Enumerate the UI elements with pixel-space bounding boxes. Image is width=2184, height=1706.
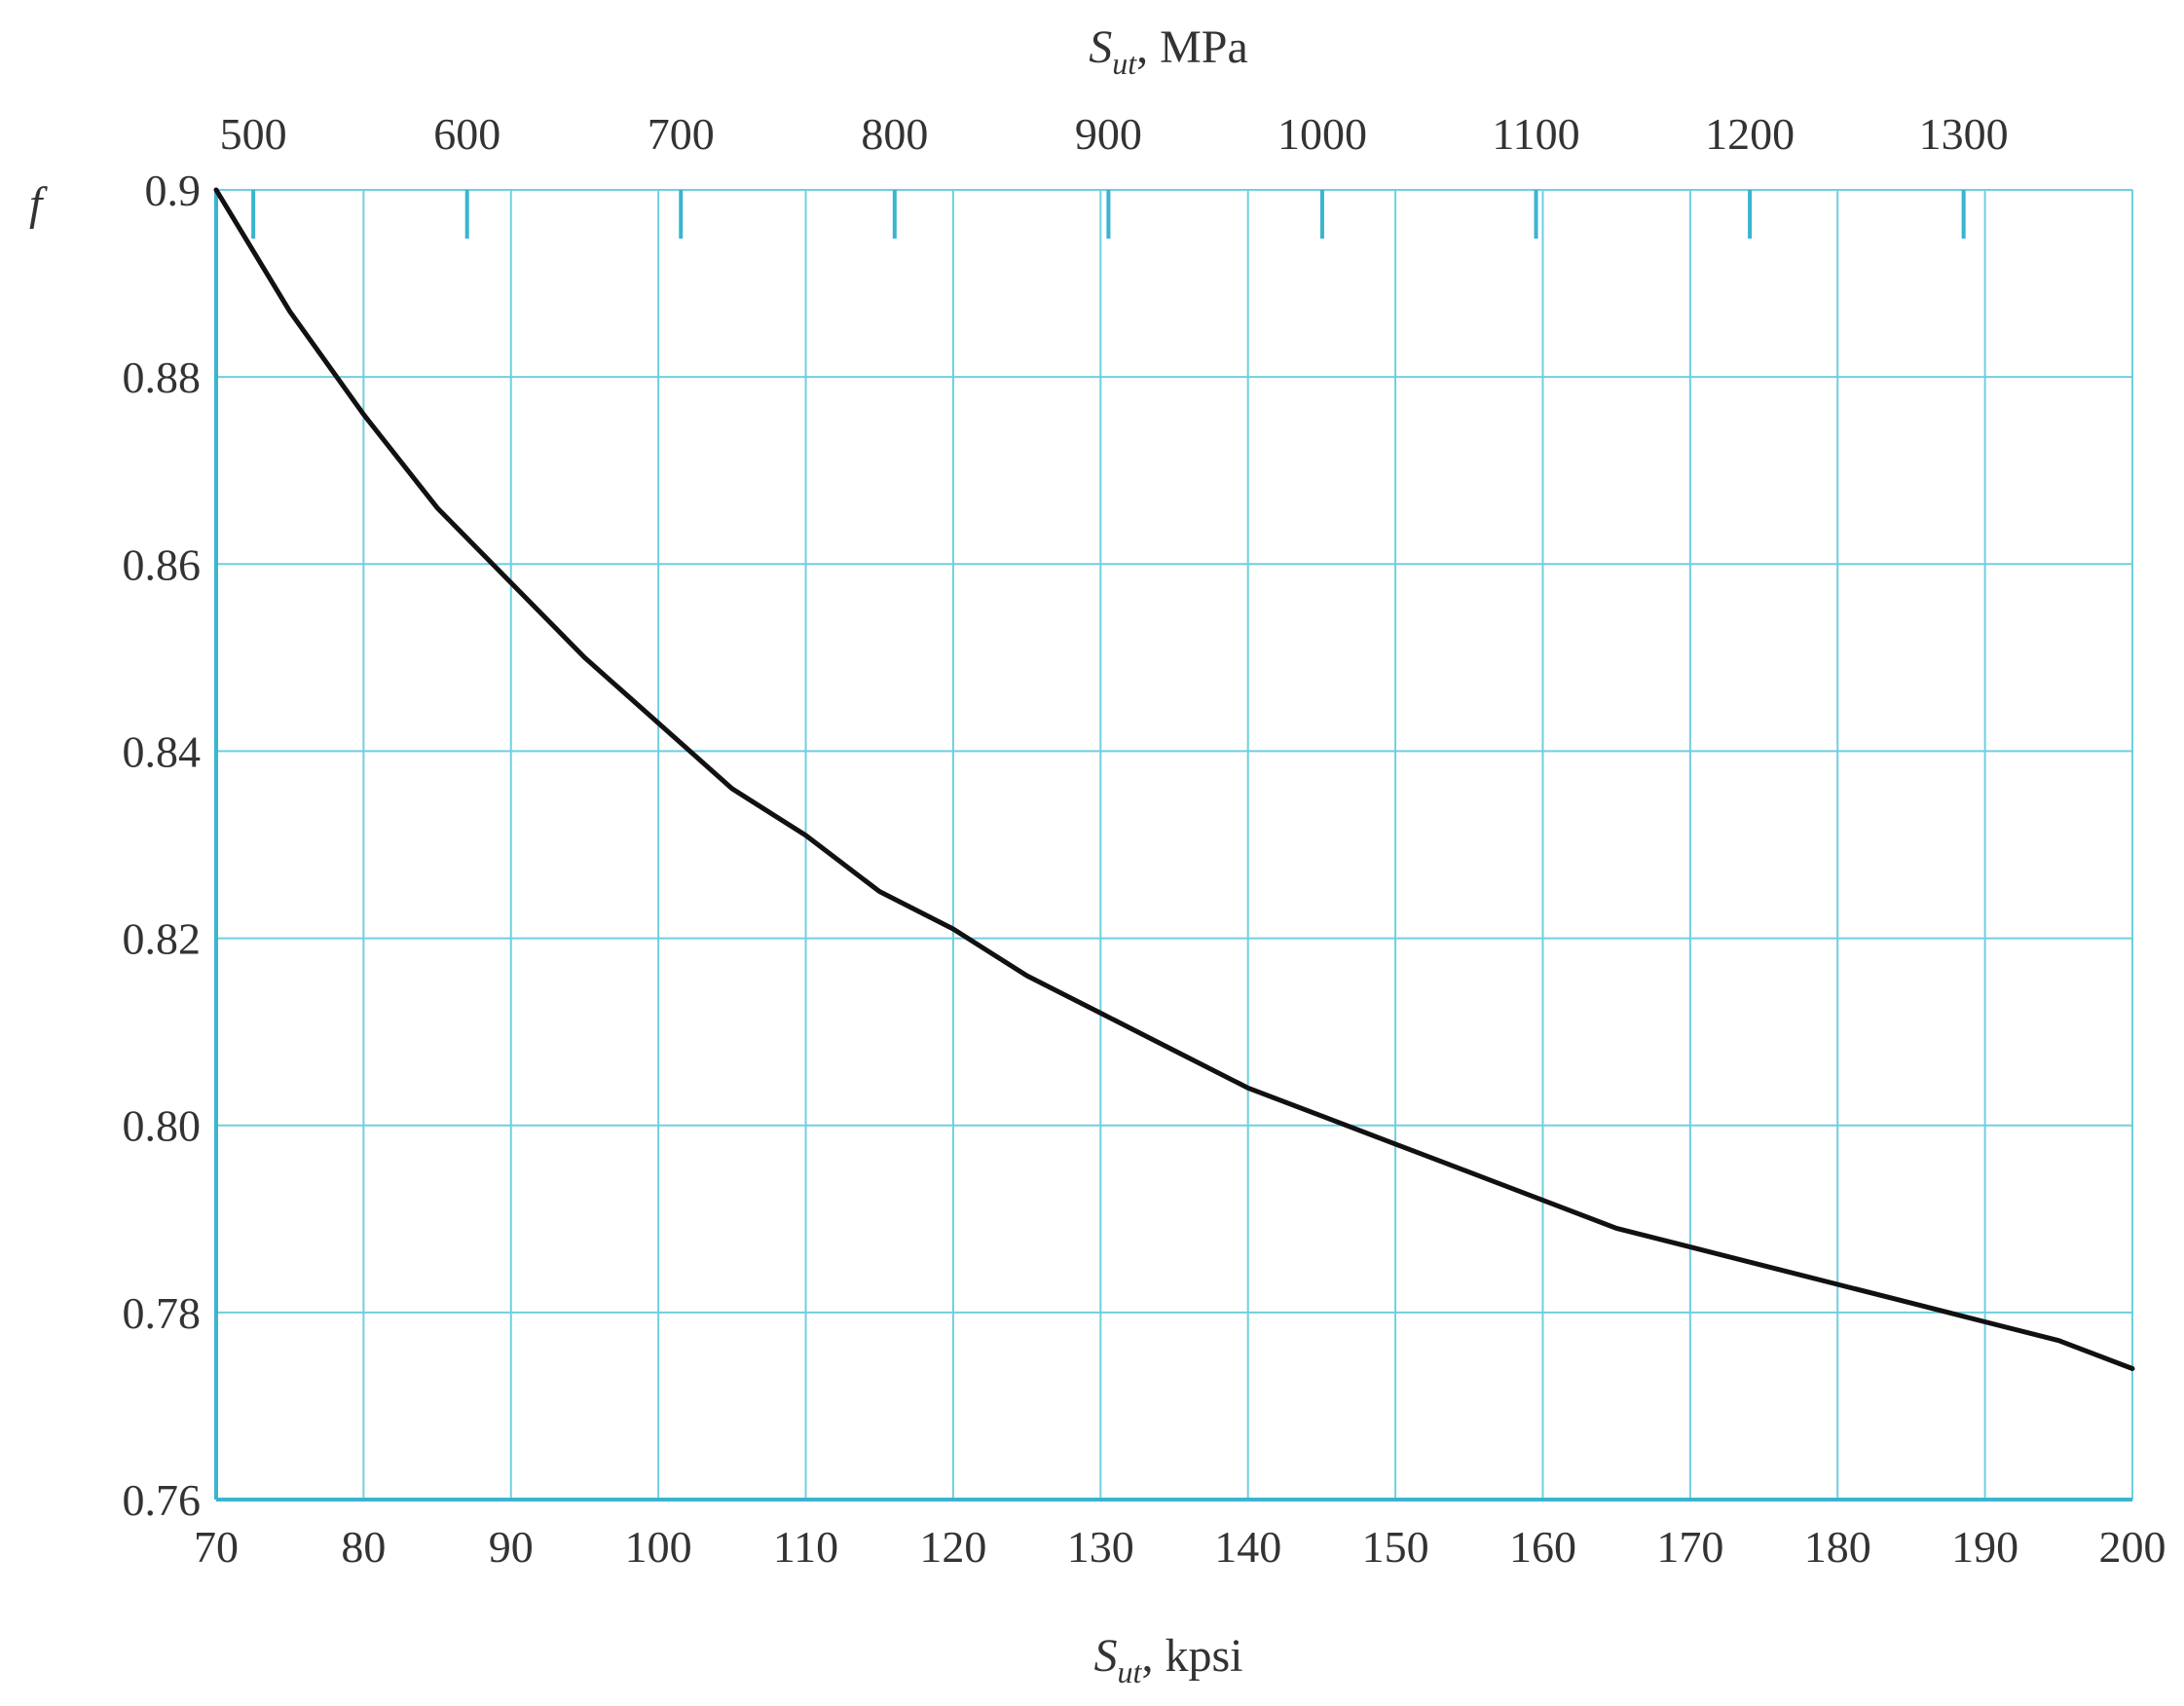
x2-tick-label: 700 [648, 109, 715, 159]
x-axis-label: Sut, kpsi [1094, 1630, 1243, 1689]
y-tick-label: 0.80 [123, 1101, 202, 1151]
x-tick-label: 190 [1951, 1522, 2018, 1572]
x-tick-label: 170 [1656, 1522, 1723, 1572]
y-tick-label: 0.78 [123, 1288, 202, 1338]
x-tick-label: 150 [1362, 1522, 1429, 1572]
y-tick-label: 0.9 [145, 166, 202, 215]
x-tick-label: 90 [489, 1522, 534, 1572]
series-line [213, 187, 2135, 1371]
x-axis-label-unit: , kpsi [1141, 1630, 1242, 1682]
x2-tick-label: 1100 [1492, 109, 1579, 159]
x2-axis-label: Sut, MPa [1089, 21, 1248, 81]
x2-axis-label-symbol: S [1089, 21, 1112, 73]
x-axis-label-subscript: ut [1118, 1654, 1143, 1689]
x2-tick-label: 1300 [1919, 109, 2009, 159]
grid [215, 189, 2133, 1501]
y-tick-label: 0.76 [123, 1475, 202, 1525]
x2-tick-label: 900 [1075, 109, 1142, 159]
tick-labels: 70 80 90 100 110 120 130 140 150 160 170 180 190 200 0… [123, 109, 2166, 1572]
x-tick-label: 110 [773, 1522, 838, 1572]
x-tick-label: 100 [625, 1522, 692, 1572]
y-tick-label: 0.84 [123, 726, 202, 776]
x-tick-label: 70 [194, 1522, 239, 1572]
x-axis-label-symbol: S [1094, 1630, 1118, 1682]
x2-axis-label-subscript: ut [1112, 46, 1137, 81]
x2-tick-label: 1200 [1705, 109, 1795, 159]
x-tick-label: 120 [919, 1522, 986, 1572]
x-tick-label: 80 [341, 1522, 386, 1572]
x2-tick-label: 800 [861, 109, 928, 159]
x-tick-label: 180 [1804, 1522, 1871, 1572]
axes [214, 190, 2132, 1502]
x-tick-label: 130 [1067, 1522, 1134, 1572]
x-tick-label: 200 [2099, 1522, 2166, 1572]
x2-axis-label-unit: , MPa [1136, 21, 1248, 73]
x-tick-label: 160 [1509, 1522, 1576, 1572]
x2-tick-label: 500 [220, 109, 287, 159]
y-tick-label: 0.88 [123, 352, 202, 402]
x2-tick-label: 600 [433, 109, 500, 159]
y-axis-label: f [29, 178, 48, 230]
y-tick-label: 0.82 [123, 914, 202, 964]
x-tick-label: 140 [1214, 1522, 1281, 1572]
y-tick-label: 0.86 [123, 539, 202, 589]
x2-tick-label: 1000 [1277, 109, 1367, 159]
series [213, 187, 2135, 1371]
